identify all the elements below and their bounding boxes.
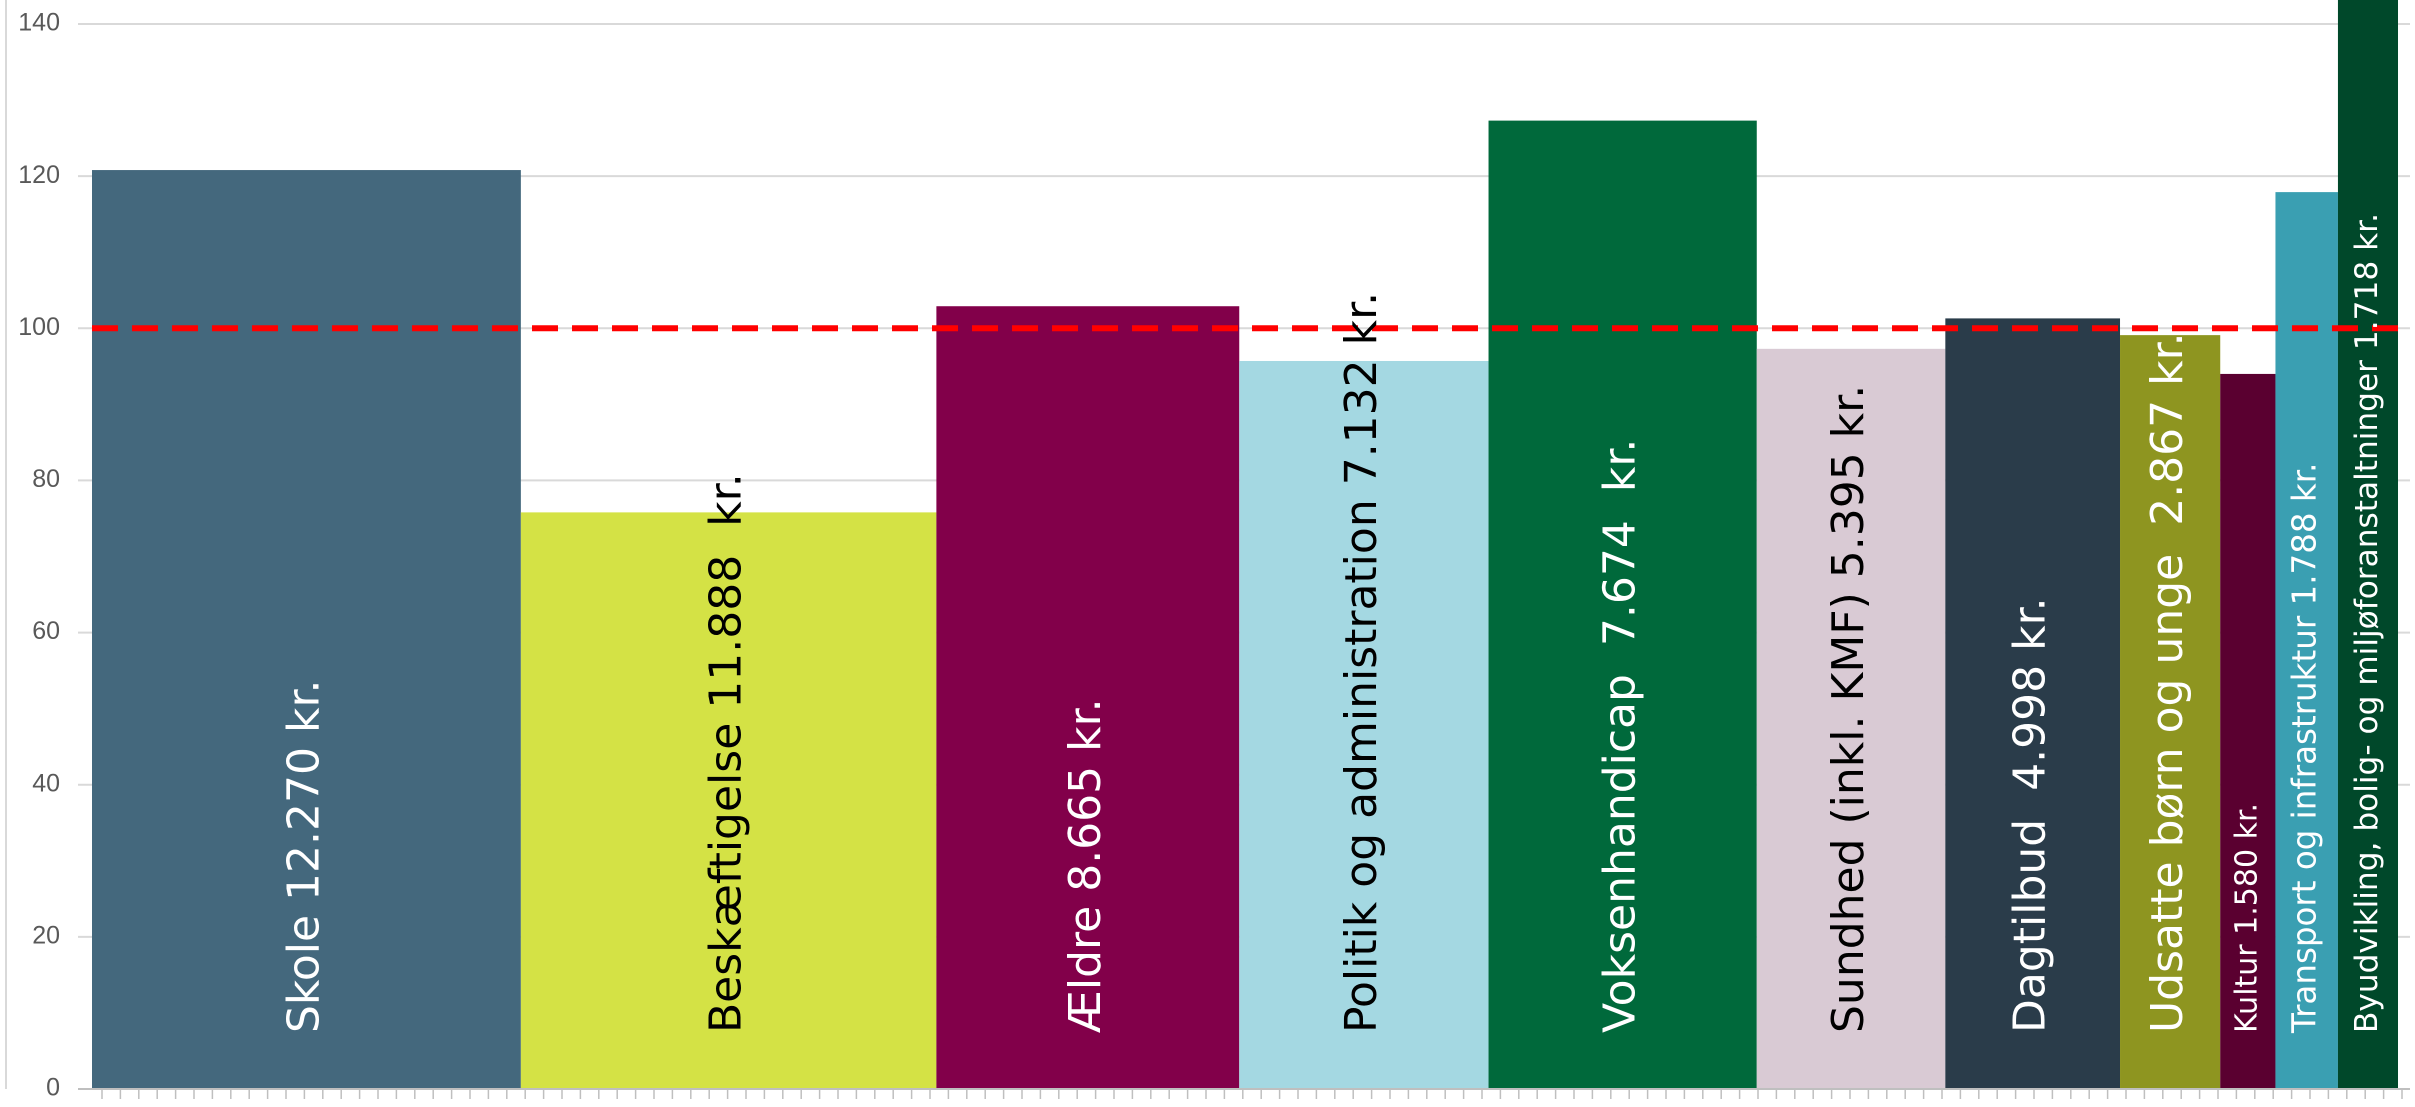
bar <box>2220 373 2276 1089</box>
bar <box>1488 120 1757 1089</box>
bar-label: Sundhed (inkl. KMF) 5.395 kr. <box>1823 385 1874 1033</box>
bar-label: Transport og infrastruktur 1.788 kr. <box>2286 463 2324 1034</box>
bar <box>2275 192 2338 1089</box>
bar-label: Ældre 8.665 kr. <box>1060 698 1111 1033</box>
bars <box>92 0 2398 1090</box>
y-tick-label: 20 <box>32 921 60 949</box>
bar <box>520 512 937 1089</box>
bar <box>1756 348 1946 1089</box>
bar <box>936 306 1240 1090</box>
y-tick-label: 80 <box>32 465 60 493</box>
bar-label: Byudvikling, bolig- og miljøforanstaltni… <box>2349 213 2385 1033</box>
bar-labels: Skole 12.270 kr. Beskæftigelse 11.888 kr.… <box>278 213 2385 1034</box>
bar <box>2120 335 2221 1089</box>
y-tick-label: 120 <box>18 161 60 189</box>
y-tick-label: 0 <box>46 1074 60 1102</box>
bar-label: Kultur 1.580 kr. <box>2229 803 2264 1033</box>
bar <box>92 170 521 1090</box>
bar-label: Dagtilbud 4.998 kr. <box>2005 597 2056 1033</box>
y-tick-label: 40 <box>32 769 60 797</box>
bar <box>1945 318 2121 1089</box>
bar <box>1239 360 1489 1089</box>
bar <box>2337 0 2398 1089</box>
bar-label: Udsatte børn og unge 2.867 kr. <box>2142 332 2193 1033</box>
y-tick-label: 140 <box>18 9 60 37</box>
bar-label: Voksenhandicap 7.674 kr. <box>1595 439 1646 1033</box>
y-tick-label: 100 <box>18 313 60 341</box>
bar-label: Beskæftigelse 11.888 kr. <box>701 473 752 1033</box>
y-axis-tick-labels: 0 20 40 60 80 100 120 140 <box>18 9 60 1102</box>
bar-label: Skole 12.270 kr. <box>278 679 329 1033</box>
bar-label: Politik og administration 7.132 kr. <box>1336 292 1387 1033</box>
y-tick-label: 60 <box>32 617 60 645</box>
x-axis <box>5 0 2410 1099</box>
